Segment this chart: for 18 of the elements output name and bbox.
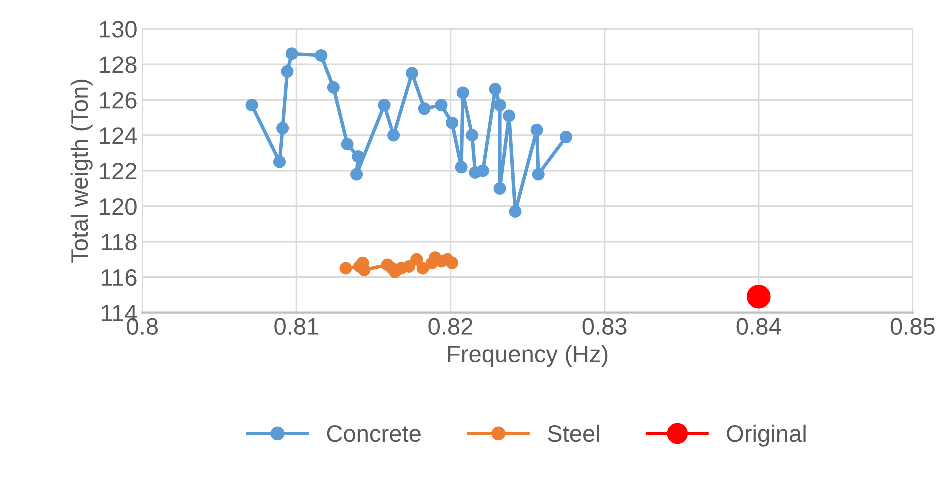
y-tick-label: 120 (100, 198, 137, 216)
legend-label: Concrete (327, 425, 421, 442)
y-axis-title: Total weigth (Ton) (70, 80, 93, 263)
y-tick-label: 118 (102, 234, 137, 251)
x-tick-label: 0.84 (736, 318, 782, 336)
x-tick-label: 0.85 (890, 318, 935, 336)
x-tick-label: 0.83 (582, 318, 627, 336)
y-tick-label: 124 (100, 128, 138, 144)
legend-label: Steel (548, 424, 600, 442)
x-axis-title: Frequency (Hz) (448, 345, 608, 368)
y-tick-label: 128 (100, 56, 137, 74)
y-tick-label: 116 (102, 269, 137, 286)
x-tick-label: 0.82 (428, 318, 473, 336)
y-tick-label: 130 (100, 21, 137, 38)
legend-label: Original (727, 424, 806, 447)
y-tick-label: 126 (100, 92, 137, 109)
x-tick-label: 0.81 (274, 318, 319, 336)
y-tick-label: 122 (100, 163, 137, 180)
